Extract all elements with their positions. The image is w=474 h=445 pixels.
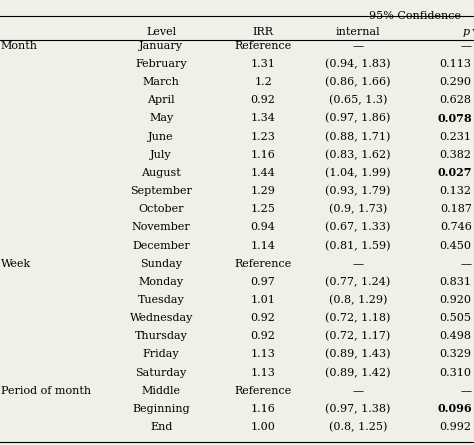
Text: 1.2: 1.2: [254, 77, 272, 87]
Text: 1.34: 1.34: [251, 113, 275, 123]
Text: February: February: [136, 59, 187, 69]
Text: 0.505: 0.505: [439, 313, 472, 323]
Text: (0.97, 1.38): (0.97, 1.38): [325, 404, 391, 414]
Text: 0.310: 0.310: [439, 368, 472, 378]
Text: 0.027: 0.027: [437, 167, 472, 178]
Text: (0.81, 1.59): (0.81, 1.59): [325, 240, 391, 251]
Text: 1.13: 1.13: [251, 349, 275, 360]
Text: (0.93, 1.79): (0.93, 1.79): [325, 186, 391, 196]
Text: 0.078: 0.078: [437, 113, 472, 124]
Text: IRR: IRR: [253, 27, 273, 36]
Text: (0.83, 1.62): (0.83, 1.62): [325, 150, 391, 160]
Text: 1.14: 1.14: [251, 241, 275, 251]
Text: March: March: [143, 77, 180, 87]
Text: Week: Week: [1, 259, 31, 269]
Text: 1.16: 1.16: [251, 150, 275, 160]
Text: End: End: [150, 422, 173, 432]
Text: 1.44: 1.44: [251, 168, 275, 178]
Text: 0.746: 0.746: [440, 222, 472, 232]
Text: Middle: Middle: [142, 386, 181, 396]
Text: 0.132: 0.132: [439, 186, 472, 196]
Text: 0.096: 0.096: [437, 404, 472, 414]
Text: April: April: [147, 95, 175, 105]
Text: (0.86, 1.66): (0.86, 1.66): [325, 77, 391, 87]
Text: (0.67, 1.33): (0.67, 1.33): [325, 222, 391, 233]
Text: 0.113: 0.113: [439, 59, 472, 69]
Text: 1.16: 1.16: [251, 404, 275, 414]
Text: October: October: [138, 204, 184, 214]
Text: 1.25: 1.25: [251, 204, 275, 214]
Text: November: November: [132, 222, 191, 232]
Text: 0.290: 0.290: [439, 77, 472, 87]
Text: —: —: [461, 386, 472, 396]
Text: —: —: [461, 259, 472, 269]
Text: —: —: [352, 386, 364, 396]
Text: (0.8, 1.29): (0.8, 1.29): [328, 295, 387, 305]
Text: Sunday: Sunday: [140, 259, 182, 269]
Text: (1.04, 1.99): (1.04, 1.99): [325, 168, 391, 178]
Text: (0.65, 1.3): (0.65, 1.3): [328, 95, 387, 105]
Text: 1.29: 1.29: [251, 186, 275, 196]
Text: value: value: [469, 27, 474, 36]
Text: 0.628: 0.628: [439, 95, 472, 105]
Text: Tuesday: Tuesday: [138, 295, 184, 305]
Text: —: —: [461, 41, 472, 51]
Text: 1.13: 1.13: [251, 368, 275, 378]
Text: June: June: [148, 132, 174, 142]
Text: 0.382: 0.382: [439, 150, 472, 160]
Text: —: —: [352, 41, 364, 51]
Text: May: May: [149, 113, 173, 123]
Text: 0.231: 0.231: [439, 132, 472, 142]
Text: Beginning: Beginning: [132, 404, 190, 414]
Text: (0.8, 1.25): (0.8, 1.25): [328, 422, 387, 432]
Text: Reference: Reference: [235, 41, 292, 51]
Text: 0.92: 0.92: [251, 313, 275, 323]
Text: September: September: [130, 186, 192, 196]
Text: (0.72, 1.18): (0.72, 1.18): [325, 313, 391, 324]
Text: 0.329: 0.329: [439, 349, 472, 360]
Text: (0.94, 1.83): (0.94, 1.83): [325, 59, 391, 69]
Text: 0.831: 0.831: [439, 277, 472, 287]
Text: internal: internal: [336, 27, 380, 36]
Text: 1.23: 1.23: [251, 132, 275, 142]
Text: 0.97: 0.97: [251, 277, 275, 287]
Text: (0.77, 1.24): (0.77, 1.24): [325, 277, 391, 287]
Text: 0.498: 0.498: [439, 332, 472, 341]
Text: Wednesday: Wednesday: [129, 313, 193, 323]
Text: Reference: Reference: [235, 259, 292, 269]
Text: 0.92: 0.92: [251, 332, 275, 341]
Text: Monday: Monday: [138, 277, 184, 287]
Text: 0.920: 0.920: [439, 295, 472, 305]
Text: (0.72, 1.17): (0.72, 1.17): [325, 331, 391, 341]
Text: Thursday: Thursday: [135, 332, 188, 341]
Text: 0.187: 0.187: [440, 204, 472, 214]
Text: 1.31: 1.31: [251, 59, 275, 69]
Text: 1.00: 1.00: [251, 422, 275, 432]
Text: August: August: [141, 168, 181, 178]
Text: (0.9, 1.73): (0.9, 1.73): [329, 204, 387, 214]
Text: 1.01: 1.01: [251, 295, 275, 305]
Text: January: January: [139, 41, 183, 51]
Text: p: p: [462, 27, 469, 36]
Text: Friday: Friday: [143, 349, 180, 360]
Text: 0.450: 0.450: [439, 241, 472, 251]
Text: Month: Month: [1, 41, 38, 51]
Text: (0.97, 1.86): (0.97, 1.86): [325, 113, 391, 124]
Text: July: July: [150, 150, 172, 160]
Text: Saturday: Saturday: [136, 368, 187, 378]
Text: December: December: [132, 241, 190, 251]
Text: 0.92: 0.92: [251, 95, 275, 105]
Text: (0.88, 1.71): (0.88, 1.71): [325, 131, 391, 142]
Text: 0.992: 0.992: [439, 422, 472, 432]
Text: (0.89, 1.43): (0.89, 1.43): [325, 349, 391, 360]
Text: —: —: [352, 259, 364, 269]
Text: (0.89, 1.42): (0.89, 1.42): [325, 368, 391, 378]
Text: Period of month: Period of month: [1, 386, 91, 396]
Text: 95% Confidence: 95% Confidence: [369, 11, 461, 21]
Text: 0.94: 0.94: [251, 222, 275, 232]
Text: Level: Level: [146, 27, 176, 36]
Text: Reference: Reference: [235, 386, 292, 396]
